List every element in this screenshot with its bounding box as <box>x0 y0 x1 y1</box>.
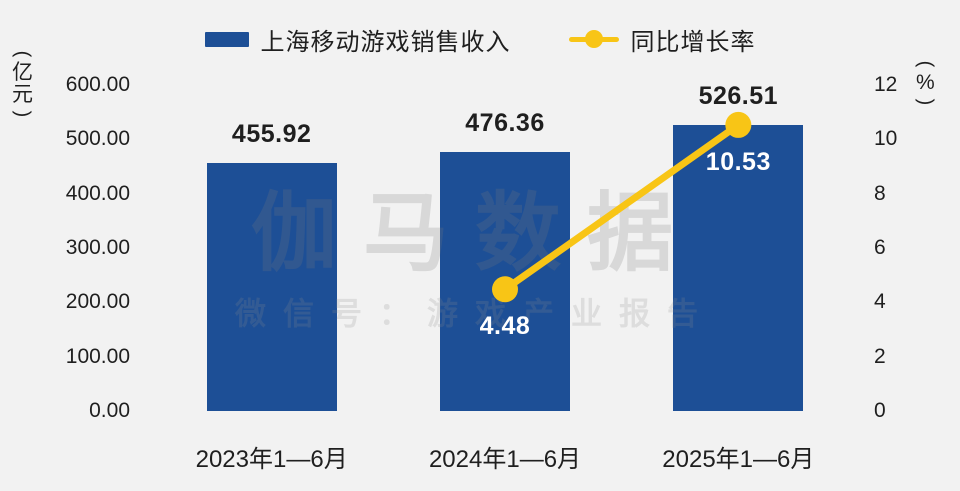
legend-label-revenue: 上海移动游戏销售收入 <box>260 28 511 56</box>
bar-value-label: 526.51 <box>698 81 779 110</box>
x-axis-category-label: 2023年1—6月 <box>195 446 348 473</box>
legend-item-revenue: 上海移动游戏销售收入 <box>204 22 511 57</box>
line-dot-swatch-icon <box>568 29 619 49</box>
left-axis-tick: 500.00 <box>65 127 130 151</box>
x-axis-category-label: 2024年1—6月 <box>428 446 582 473</box>
line-swatch-dot <box>584 30 603 48</box>
bar-value-label: 455.92 <box>231 120 312 149</box>
left-axis-tick: 400.00 <box>65 181 130 205</box>
left-axis-tick: 100.00 <box>65 344 130 368</box>
axis-unit-char: 元 <box>12 83 33 107</box>
right-axis-unit-label: (%) <box>914 56 937 110</box>
revenue-bar <box>440 152 570 411</box>
left-axis-unit-label: ( 亿元) <box>11 46 34 122</box>
axis-unit-char: ( <box>11 50 34 58</box>
left-axis-tick: 300.00 <box>65 236 130 259</box>
axis-unit-char: ( <box>914 60 937 68</box>
growth-rate-value-label: 4.48 <box>479 312 531 341</box>
axis-unit-char: ) <box>914 98 937 106</box>
legend: 上海移动游戏销售收入 同比增长率 <box>0 22 960 56</box>
right-axis-tick: 12 <box>874 73 898 96</box>
axis-unit-char: ) <box>11 110 34 118</box>
left-axis-tick: 600.00 <box>65 73 130 96</box>
right-axis-tick: 0 <box>874 399 886 422</box>
axis-unit-char: 亿 <box>12 61 33 84</box>
right-axis-tick: 8 <box>874 181 886 205</box>
left-axis-tick: 0.00 <box>89 399 130 422</box>
x-axis-category-label: 2025年1—6月 <box>662 446 815 473</box>
right-axis-tick: 4 <box>874 290 886 314</box>
axis-unit-char: % <box>916 71 935 94</box>
bar-value-label: 476.36 <box>465 109 545 138</box>
revenue-bar <box>206 163 337 411</box>
legend-label-growth-rate: 同比增长率 <box>630 28 756 56</box>
bar-swatch-icon <box>204 31 249 47</box>
right-axis-tick: 10 <box>874 127 898 151</box>
legend-item-growth-rate: 同比增长率 <box>568 22 756 57</box>
left-axis-tick: 200.00 <box>65 290 130 314</box>
right-axis-tick: 6 <box>874 236 886 259</box>
growth-rate-value-label: 10.53 <box>705 147 771 176</box>
right-axis-tick: 2 <box>874 344 886 368</box>
